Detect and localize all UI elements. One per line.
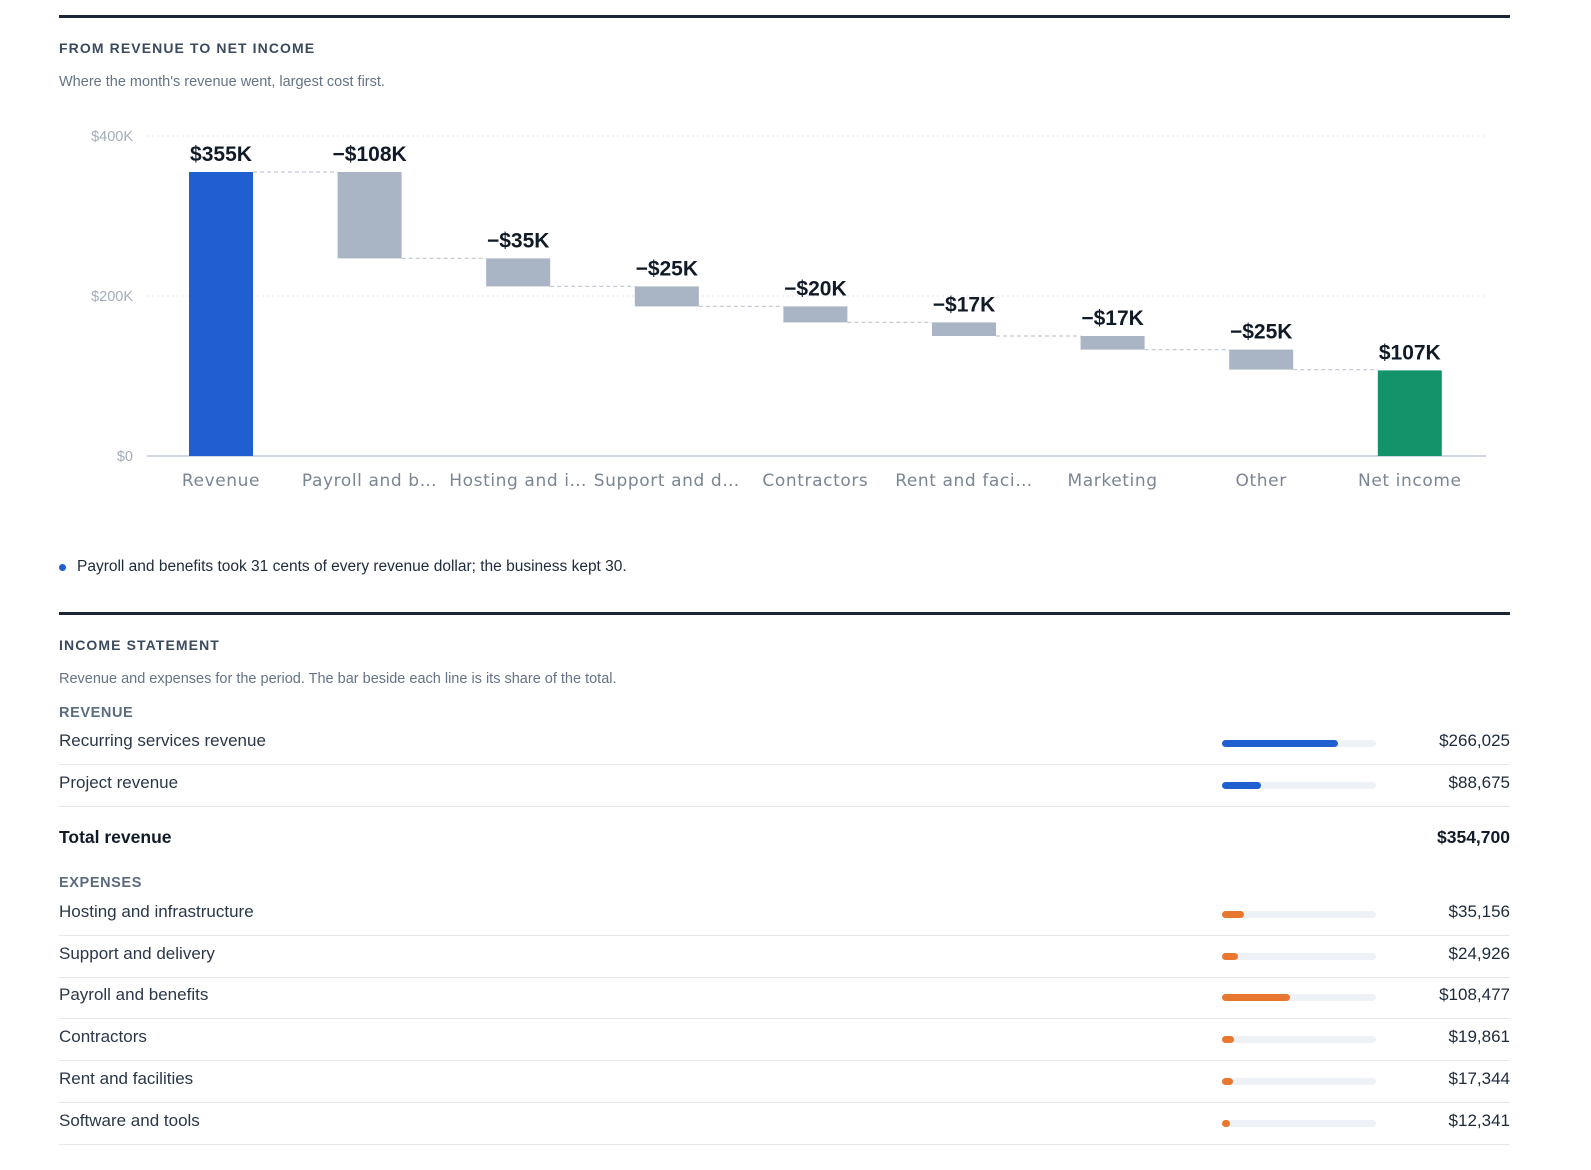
share-bar-track xyxy=(1222,781,1376,789)
expense-row-amount: $12,341 xyxy=(1448,1110,1510,1130)
share-bar-track xyxy=(1222,740,1376,747)
total-revenue-amount: $354,700 xyxy=(1437,827,1510,847)
expense-row-amount: $35,156 xyxy=(1448,902,1510,921)
data-label: −$17K xyxy=(933,293,995,316)
revenue-row: Project revenue $88,675 xyxy=(59,765,1510,807)
x-category-label: Marketing xyxy=(1068,471,1158,491)
waterfall-bar xyxy=(1080,336,1145,350)
expense-row: Payroll and benefits $108,477 xyxy=(59,977,1510,1020)
total-revenue-row: Total revenue $354,700 xyxy=(59,827,1510,857)
expense-row: Contractors $19,861 xyxy=(59,1019,1510,1062)
revenue-row-name: Project revenue xyxy=(59,772,179,792)
share-bar-track xyxy=(1222,952,1376,960)
revenue-group-heading: REVENUE xyxy=(59,705,134,721)
waterfall-bar xyxy=(1377,370,1442,456)
x-category-label: Payroll and b… xyxy=(302,471,437,491)
waterfall-bar xyxy=(634,286,699,307)
revenue-row: Recurring services revenue $266,025 xyxy=(59,723,1510,765)
waterfall-bar xyxy=(486,258,551,287)
x-category-label: Support and d… xyxy=(594,471,740,491)
share-bar-fill xyxy=(1222,1036,1235,1044)
bullet-dot-icon xyxy=(59,563,66,571)
expense-row-name: Rent and facilities xyxy=(59,1068,194,1088)
data-label: −$35K xyxy=(487,229,549,252)
data-label: −$20K xyxy=(784,277,846,300)
expense-row: Hosting and infrastructure $35,156 xyxy=(59,894,1510,936)
expense-row-name: Hosting and infrastructure xyxy=(59,902,254,921)
expense-row-name: Support and delivery xyxy=(59,943,215,963)
expense-row-name: Contractors xyxy=(59,1027,147,1047)
share-bar-fill xyxy=(1222,994,1290,1002)
x-category-label: Contractors xyxy=(762,471,868,491)
x-category-label: Net income xyxy=(1358,471,1462,491)
waterfall-section: FROM REVENUE TO NET INCOME Where the mon… xyxy=(59,15,1510,605)
share-bar-fill xyxy=(1222,911,1244,918)
data-label: −$108K xyxy=(333,143,407,166)
waterfall-bar xyxy=(932,322,996,336)
expense-row: Support and delivery $24,926 xyxy=(59,936,1510,978)
share-bar-fill xyxy=(1222,781,1261,789)
income-statement-section: INCOME STATEMENT Revenue and expenses fo… xyxy=(59,612,1510,1162)
data-label: −$25K xyxy=(636,257,698,280)
income-title: INCOME STATEMENT xyxy=(59,637,220,653)
waterfall-bar xyxy=(783,306,848,323)
x-category-label: Other xyxy=(1236,471,1287,491)
y-tick-label: $400K xyxy=(91,129,133,145)
revenue-row-amount: $266,025 xyxy=(1439,731,1510,750)
revenue-row-amount: $88,675 xyxy=(1448,772,1510,792)
expenses-group-heading: EXPENSES xyxy=(59,875,142,891)
waterfall-chart: $0 $200K $400K $355K Revenue −$108K Payroll an… xyxy=(91,129,1486,491)
y-tick-label: $0 xyxy=(117,449,133,465)
share-bar-track xyxy=(1222,1119,1376,1127)
share-bar-fill xyxy=(1222,740,1338,747)
expense-row: Software and tools $12,341 xyxy=(59,1103,1510,1145)
share-bar-fill xyxy=(1222,1119,1230,1127)
share-bar-fill xyxy=(1222,952,1238,960)
waterfall-subtitle: Where the month's revenue went, largest … xyxy=(59,74,385,90)
expense-row-name: Software and tools xyxy=(59,1110,200,1130)
revenue-row-name: Recurring services revenue xyxy=(59,731,266,750)
chart-note-text: Payroll and benefits took 31 cents of ev… xyxy=(77,558,627,575)
total-revenue-label: Total revenue xyxy=(59,827,172,847)
share-bar-fill xyxy=(1222,1077,1233,1085)
share-bar-track xyxy=(1222,1036,1376,1044)
expense-row-amount: $19,861 xyxy=(1448,1027,1510,1047)
data-label: −$25K xyxy=(1230,321,1292,344)
waterfall-bar xyxy=(189,172,253,456)
waterfall-title: FROM REVENUE TO NET INCOME xyxy=(59,40,316,56)
expense-row-amount: $108,477 xyxy=(1439,985,1510,1005)
share-bar-track xyxy=(1222,911,1376,918)
x-category-label: Rent and faci… xyxy=(895,471,1033,491)
expense-row-amount: $24,926 xyxy=(1448,943,1510,963)
chart-note: Payroll and benefits took 31 cents of ev… xyxy=(59,558,627,576)
waterfall-bar xyxy=(337,172,402,259)
x-category-label: Revenue xyxy=(182,471,260,491)
expense-row: Rent and facilities $17,344 xyxy=(59,1061,1510,1103)
x-category-label: Hosting and i… xyxy=(449,471,587,491)
data-label: $355K xyxy=(190,143,252,166)
expense-row-amount: $17,344 xyxy=(1448,1068,1510,1088)
y-tick-label: $200K xyxy=(91,289,133,305)
share-bar-track xyxy=(1222,1077,1376,1085)
income-subtitle: Revenue and expenses for the period. The… xyxy=(59,671,617,687)
waterfall-bar xyxy=(1229,349,1294,370)
data-label: −$17K xyxy=(1081,307,1143,330)
data-label: $107K xyxy=(1379,341,1441,364)
share-bar-track xyxy=(1222,994,1376,1002)
expense-row-name: Payroll and benefits xyxy=(59,985,209,1005)
